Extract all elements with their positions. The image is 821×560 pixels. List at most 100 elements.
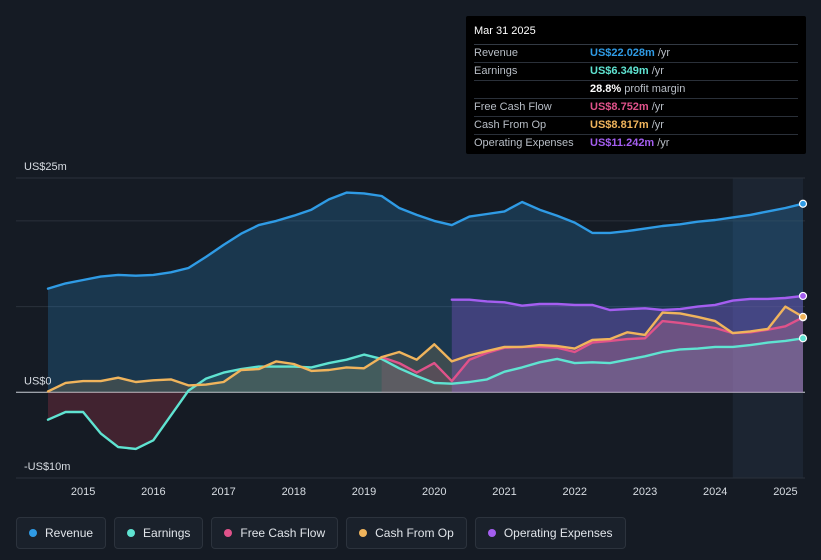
point-revenue	[486, 213, 488, 215]
point-cash-from-op	[539, 344, 541, 346]
point-free-cash-flow	[785, 325, 787, 327]
point-free-cash-flow	[451, 380, 453, 382]
point-revenue	[662, 225, 664, 227]
point-revenue	[346, 192, 348, 194]
x-tick-label: 2022	[563, 486, 587, 498]
point-revenue	[714, 219, 716, 221]
point-cash-from-op	[381, 356, 383, 358]
point-cash-from-op	[363, 367, 365, 369]
point-operating-expenses	[609, 309, 611, 311]
point-cash-from-op	[65, 382, 67, 384]
legend-label: Free Cash Flow	[240, 526, 326, 540]
point-earnings	[451, 383, 453, 385]
point-operating-expenses	[486, 301, 488, 303]
point-earnings	[223, 372, 225, 374]
point-revenue	[627, 230, 629, 232]
point-earnings	[679, 349, 681, 351]
line-cash-from-op	[46, 305, 805, 393]
tooltip-row-value: US$6.349m	[590, 65, 649, 77]
area-revenue	[48, 192, 803, 393]
point-cash-from-op	[188, 385, 190, 387]
point-earnings	[697, 348, 699, 350]
legend-item-earnings[interactable]: Earnings	[114, 517, 204, 549]
point-revenue	[47, 288, 49, 290]
point-earnings	[750, 344, 752, 346]
tooltip-row-unit: /yr	[657, 47, 671, 59]
point-earnings	[539, 361, 541, 363]
point-earnings	[416, 375, 418, 377]
point-revenue	[539, 209, 541, 211]
point-operating-expenses	[785, 297, 787, 299]
tooltip-row: Operating Expenses US$11.242m/yr	[474, 135, 798, 152]
point-cash-from-op	[785, 306, 787, 308]
tooltip-row-unit: /yr	[651, 65, 664, 77]
tooltip-panel: Mar 31 2025 Revenue US$22.028m/yr Earnings…	[466, 16, 806, 154]
point-revenue	[451, 224, 453, 226]
x-tick-label: 2020	[422, 486, 446, 498]
tooltip-row: Earnings US$6.349m/yr	[474, 63, 798, 81]
point-revenue	[188, 267, 190, 269]
point-operating-expenses	[644, 307, 646, 309]
point-cash-from-op	[100, 380, 102, 382]
point-earnings	[293, 366, 295, 368]
point-cash-from-op	[293, 363, 295, 365]
point-operating-expenses	[732, 300, 734, 302]
area-free-cash-flow	[381, 317, 803, 393]
point-free-cash-flow	[697, 325, 699, 327]
point-cash-from-op	[644, 334, 646, 336]
point-operating-expenses	[750, 298, 752, 300]
point-revenue	[750, 214, 752, 216]
point-earnings	[592, 361, 594, 363]
point-revenue	[785, 207, 787, 209]
point-free-cash-flow	[644, 337, 646, 339]
point-operating-expenses	[679, 308, 681, 310]
tooltip-row-unit: /yr	[651, 119, 664, 131]
point-earnings	[785, 340, 787, 342]
point-revenue	[416, 214, 418, 216]
point-cash-from-op	[486, 350, 488, 352]
point-earnings	[328, 362, 330, 364]
point-cash-from-op	[750, 331, 752, 333]
point-cash-from-op	[697, 316, 699, 318]
point-revenue	[240, 233, 242, 235]
point-cash-from-op	[205, 384, 207, 386]
point-operating-expenses	[714, 304, 716, 306]
point-revenue	[592, 232, 594, 234]
point-revenue	[433, 220, 435, 222]
point-operating-expenses	[697, 306, 699, 308]
tooltip-row: Free Cash Flow US$8.752m/yr	[474, 99, 798, 117]
point-cash-from-op	[521, 346, 523, 348]
point-revenue	[398, 207, 400, 209]
legend-item-free-cash-flow[interactable]: Free Cash Flow	[211, 517, 339, 549]
tooltip-date: Mar 31 2025	[474, 24, 798, 45]
point-cash-from-op	[346, 367, 348, 369]
point-earnings	[521, 367, 523, 369]
tooltip-row-unit: /yr	[651, 101, 664, 113]
point-cash-from-op	[135, 381, 137, 383]
point-operating-expenses	[592, 304, 594, 306]
point-cash-from-op	[258, 368, 260, 370]
legend-item-operating-expenses[interactable]: Operating Expenses	[474, 517, 626, 549]
tooltip-row-label: Earnings	[474, 65, 518, 77]
legend-item-revenue[interactable]: Revenue	[16, 517, 107, 549]
legend-dot-icon	[359, 529, 368, 537]
point-revenue	[135, 275, 137, 277]
point-free-cash-flow	[679, 322, 681, 324]
point-cash-from-op	[433, 343, 435, 345]
point-operating-expenses	[556, 303, 558, 305]
end-marker-operating-expenses	[798, 291, 808, 301]
point-earnings	[82, 411, 84, 413]
point-earnings	[644, 355, 646, 357]
line-operating-expenses	[450, 294, 805, 312]
line-earnings	[46, 337, 805, 451]
point-revenue	[521, 201, 523, 203]
tooltip-row-value: US$8.817m	[590, 119, 649, 131]
point-operating-expenses	[627, 308, 629, 310]
tooltip-row-label	[474, 81, 590, 98]
point-earnings	[627, 359, 629, 361]
legend-item-cash-from-op[interactable]: Cash From Op	[346, 517, 467, 549]
point-operating-expenses	[574, 304, 576, 306]
tooltip-row: Cash From Op US$8.817m/yr	[474, 117, 798, 135]
point-revenue	[767, 211, 769, 213]
legend-label: Earnings	[143, 526, 191, 540]
